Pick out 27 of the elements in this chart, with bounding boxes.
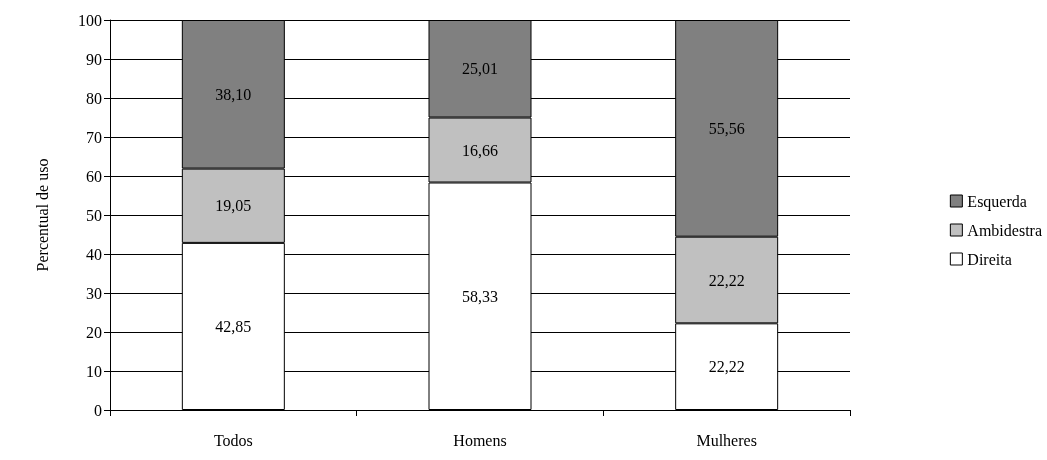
y-tick-label: 100 [78, 11, 102, 29]
legend-label: Esquerda [967, 192, 1027, 211]
y-tick-label: 30 [86, 284, 102, 302]
data-label: 58,33 [462, 287, 498, 305]
x-tick-label: Todos [213, 431, 253, 449]
y-tick-label: 90 [86, 50, 102, 68]
y-tick-label: 80 [86, 89, 102, 107]
x-tick-label: Mulheres [696, 431, 757, 449]
y-axis-title: Percentual de uso [33, 158, 51, 272]
y-tick-label: 20 [86, 323, 102, 341]
data-label: 22,22 [708, 358, 745, 376]
legend-label: Direita [967, 250, 1012, 268]
data-label: 42,85 [215, 317, 252, 335]
y-tick-label: 10 [86, 362, 102, 380]
data-label: 38,10 [215, 85, 252, 103]
x-tick-label: Homens [453, 431, 507, 449]
y-tick-label: 40 [86, 245, 102, 263]
data-label: 55,56 [708, 119, 745, 137]
data-label: 16,66 [462, 141, 498, 159]
y-tick-label: 70 [86, 128, 102, 146]
data-label: 25,01 [462, 60, 498, 78]
data-label: 19,05 [215, 197, 252, 215]
y-tick-label: 60 [86, 167, 102, 185]
y-tick-label: 0 [94, 401, 102, 419]
data-label: 22,22 [708, 271, 745, 289]
y-tick-label: 50 [86, 206, 102, 224]
legend-label: Ambidestra [967, 221, 1043, 239]
